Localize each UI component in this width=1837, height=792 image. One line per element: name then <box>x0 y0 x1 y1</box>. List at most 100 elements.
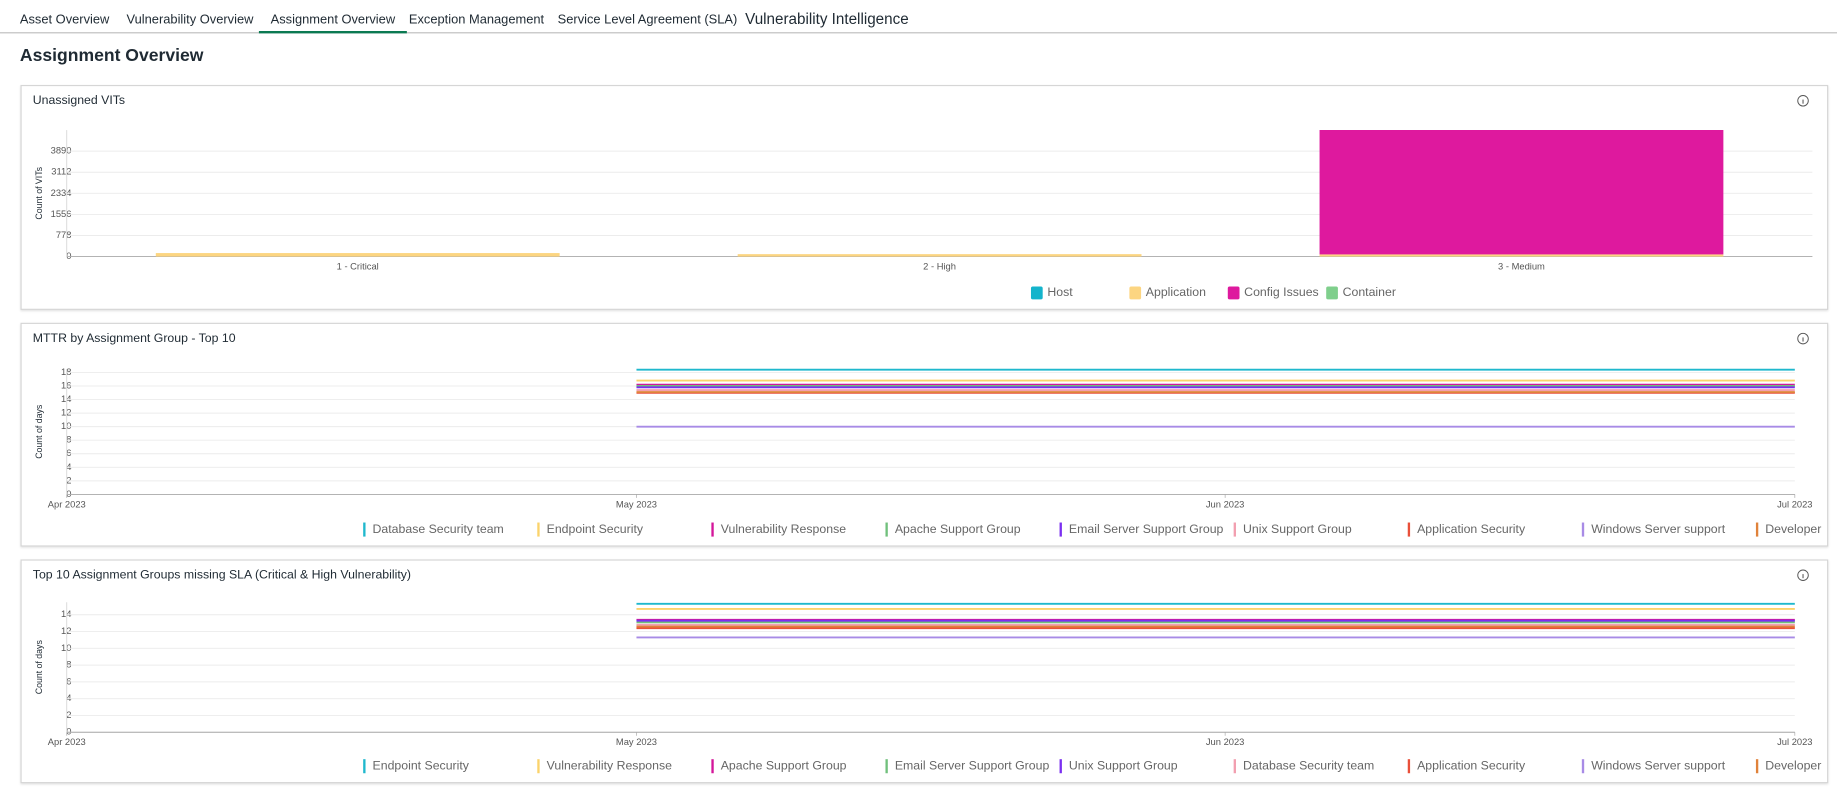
legend-label[interactable]: Container <box>1343 285 1396 299</box>
panel <box>20 559 1829 784</box>
legend-swatch <box>1326 286 1338 300</box>
legend-swatch <box>1581 759 1585 774</box>
x-tick-label: Apr 2023 <box>48 499 86 509</box>
legend-label[interactable]: Endpoint Security <box>373 758 470 772</box>
legend-label[interactable]: Unix Support Group <box>1243 522 1352 536</box>
bar-segment <box>737 254 1142 257</box>
x-tick-label: 2 - High <box>923 262 956 272</box>
tab[interactable]: Vulnerability Overview <box>127 11 255 26</box>
panel-title: Top 10 Assignment Groups missing SLA (Cr… <box>33 567 411 581</box>
tab[interactable]: Assignment Overview <box>271 11 396 26</box>
panel-title: Unassigned VITs <box>33 93 125 107</box>
y-tick-label: 4 <box>66 693 71 703</box>
y-tick-label: 10 <box>61 643 71 653</box>
y-tick-label: 0 <box>66 489 71 499</box>
legend-swatch <box>1233 759 1236 774</box>
legend-swatch <box>1407 522 1411 537</box>
y-tick-label: 14 <box>61 394 71 404</box>
legend-swatch <box>537 522 540 537</box>
y-axis-title: Count of VITs <box>34 166 44 219</box>
y-axis-title: Count of days <box>34 640 44 695</box>
legend-swatch <box>363 522 366 537</box>
y-tick-label: 0 <box>66 251 71 261</box>
legend-label[interactable]: Developer <box>1765 522 1821 536</box>
x-tick-label: Jul 2023 <box>1777 737 1812 747</box>
legend-swatch <box>1233 522 1236 537</box>
x-tick-label: May 2023 <box>616 499 657 509</box>
y-axis-title: Count of days <box>34 404 44 459</box>
x-tick-label: Apr 2023 <box>48 737 86 747</box>
legend-label[interactable]: Endpoint Security <box>547 522 644 536</box>
y-tick-label: 2 <box>66 475 71 485</box>
legend-swatch <box>363 759 366 774</box>
legend-label[interactable]: Application Security <box>1417 522 1526 536</box>
page-title: Assignment Overview <box>20 45 204 65</box>
legend-swatch <box>1755 759 1759 774</box>
info-icon[interactable] <box>1797 569 1809 581</box>
legend-swatch <box>885 522 888 537</box>
legend-label[interactable]: Email Server Support Group <box>895 758 1050 772</box>
y-tick-label: 3112 <box>51 167 71 177</box>
bar-segment <box>1319 130 1724 255</box>
legend-label[interactable]: Config Issues <box>1244 285 1319 299</box>
legend-swatch <box>537 759 540 774</box>
legend-label[interactable]: Unix Support Group <box>1069 758 1178 772</box>
y-tick-label: 778 <box>56 230 72 240</box>
x-tick-label: Jul 2023 <box>1777 499 1812 509</box>
y-tick-label: 10 <box>61 421 71 431</box>
info-icon[interactable] <box>1797 332 1809 345</box>
y-tick-label: 0 <box>66 727 71 737</box>
y-tick-label: 14 <box>61 609 71 619</box>
legend-label[interactable]: Vulnerability Response <box>547 758 672 772</box>
legend-label[interactable]: Email Server Support Group <box>1069 522 1224 536</box>
tab[interactable]: Exception Management <box>409 11 545 26</box>
legend-label[interactable]: Host <box>1047 285 1073 299</box>
legend-swatch <box>711 522 714 537</box>
y-tick-label: 6 <box>66 448 71 458</box>
legend-label[interactable]: Vulnerability Response <box>721 522 846 536</box>
legend-label[interactable]: Apache Support Group <box>721 758 847 772</box>
y-tick-label: 4 <box>66 462 71 472</box>
legend-swatch <box>1227 286 1240 300</box>
x-tick-label: 1 - Critical <box>337 262 379 272</box>
bar-segment <box>1319 254 1724 257</box>
legend-label[interactable]: Apache Support Group <box>895 522 1021 536</box>
legend-label[interactable]: Windows Server support <box>1591 522 1726 536</box>
info-icon[interactable] <box>1797 95 1809 107</box>
legend-swatch <box>1407 759 1411 774</box>
legend-swatch <box>1059 759 1062 774</box>
y-tick-label: 18 <box>61 367 71 377</box>
y-tick-label: 6 <box>66 676 71 686</box>
y-tick-label: 2334 <box>51 188 72 198</box>
legend-swatch <box>1755 522 1759 537</box>
y-tick-label: 8 <box>66 435 71 445</box>
y-tick-label: 3890 <box>51 146 72 156</box>
y-tick-label: 2 <box>66 710 71 720</box>
legend-label[interactable]: Application Security <box>1417 758 1526 772</box>
legend-label[interactable]: Windows Server support <box>1591 758 1726 772</box>
panel-title: MTTR by Assignment Group - Top 10 <box>33 331 236 345</box>
y-tick-label: 1556 <box>51 209 72 219</box>
x-tick-label: 3 - Medium <box>1498 262 1545 272</box>
y-tick-label: 12 <box>61 408 71 418</box>
tab[interactable]: Service Level Agreement (SLA) <box>558 11 738 26</box>
legend-label[interactable]: Database Security team <box>1243 758 1374 772</box>
tab[interactable]: Vulnerability Intelligence <box>745 11 909 28</box>
y-tick-label: 8 <box>66 660 71 670</box>
bar-segment <box>155 253 560 257</box>
legend-swatch <box>1581 522 1585 537</box>
x-tick-label: May 2023 <box>616 737 657 747</box>
legend-swatch <box>885 759 888 774</box>
tab[interactable]: Asset Overview <box>20 11 110 26</box>
legend-swatch <box>711 759 714 774</box>
x-tick-label: Jun 2023 <box>1206 737 1245 747</box>
legend-label[interactable]: Developer <box>1765 758 1821 772</box>
legend-swatch <box>1030 286 1043 300</box>
legend-swatch <box>1129 286 1142 300</box>
legend-label[interactable]: Application <box>1146 285 1206 299</box>
panel <box>20 322 1829 547</box>
legend-label[interactable]: Database Security team <box>373 522 504 536</box>
x-tick-label: Jun 2023 <box>1206 499 1245 509</box>
legend-swatch <box>1059 522 1062 537</box>
